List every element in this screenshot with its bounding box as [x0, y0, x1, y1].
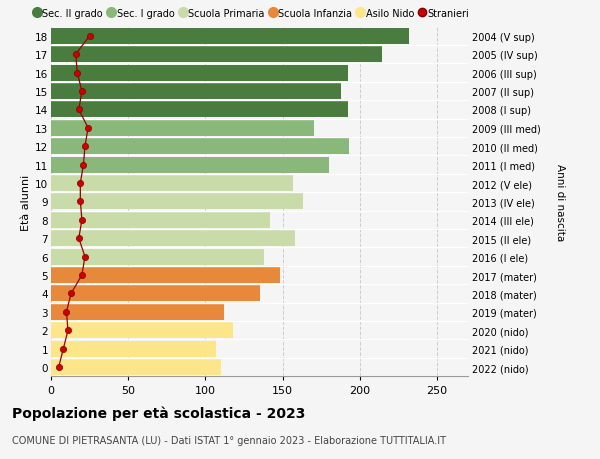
Bar	[51, 359, 221, 375]
Bar	[51, 267, 280, 284]
Bar	[51, 65, 347, 82]
Bar	[51, 212, 271, 229]
Bar	[51, 28, 409, 45]
Bar	[51, 230, 295, 247]
Bar	[51, 157, 329, 174]
Bar	[51, 304, 224, 320]
Bar	[51, 175, 293, 192]
Y-axis label: Anni di nascita: Anni di nascita	[555, 163, 565, 241]
Bar	[51, 102, 347, 118]
Bar	[51, 47, 382, 63]
Bar	[51, 341, 216, 357]
Bar	[51, 285, 260, 302]
Bar	[51, 139, 349, 155]
Bar	[51, 84, 341, 100]
Bar	[51, 120, 314, 137]
Bar	[51, 194, 303, 210]
Bar	[51, 249, 264, 265]
Legend: Sec. II grado, Sec. I grado, Scuola Primaria, Scuola Infanzia, Asilo Nido, Stran: Sec. II grado, Sec. I grado, Scuola Prim…	[31, 5, 473, 22]
Text: Popolazione per età scolastica - 2023: Popolazione per età scolastica - 2023	[12, 405, 305, 420]
Text: COMUNE DI PIETRASANTA (LU) - Dati ISTAT 1° gennaio 2023 - Elaborazione TUTTITALI: COMUNE DI PIETRASANTA (LU) - Dati ISTAT …	[12, 435, 446, 445]
Y-axis label: Età alunni: Età alunni	[21, 174, 31, 230]
Bar	[51, 322, 233, 339]
